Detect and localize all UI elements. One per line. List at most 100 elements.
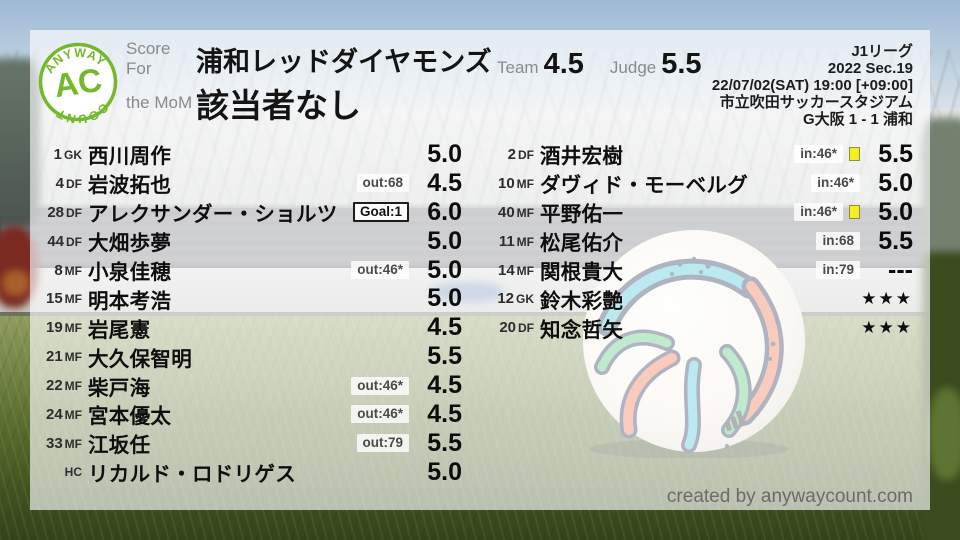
kickoff-datetime: 22/07/02(SAT) 19:00 [+09:00] (711, 77, 913, 94)
player-position: MF (64, 350, 82, 365)
player-row: 24 MF 宮本優太 out:46* 4.5 (30, 400, 462, 429)
player-row: 1 GK 西川周作 5.0 (30, 140, 462, 169)
player-number: 20 (499, 319, 516, 337)
player-name: 宮本優太 (88, 405, 172, 429)
goal-badge: Goal:1 (352, 202, 409, 223)
header-averages: Team 4.5 Judge 5.5 (497, 48, 702, 81)
player-name: 関根貴大 (540, 261, 624, 285)
rating-value: 5.0 (427, 255, 462, 284)
player-position: DF (66, 176, 82, 191)
rating-value: 4.5 (427, 168, 462, 197)
league-name: J1リーグ (851, 43, 913, 60)
player-position: MF (64, 436, 82, 451)
venue-name: 市立吹田サッカースタジアム (719, 94, 913, 111)
rating-value: 5.5 (878, 226, 913, 255)
player-row: 12 GK 鈴木彩艶 ★★★ (488, 284, 913, 313)
player-row: 44 DF 大畑歩夢 5.0 (30, 227, 462, 256)
rating-value: 5.0 (427, 284, 462, 313)
player-name: 鈴木彩艶 (540, 289, 624, 313)
white-overlay-panel (30, 30, 930, 510)
coach-row: HC リカルド・ロドリゲス 5.0 (30, 458, 462, 487)
judge-average-label: Judge (609, 58, 657, 77)
player-row: 4 DF 岩波拓也 out:68 4.5 (30, 169, 462, 198)
sub-badge: out:46* (351, 261, 409, 279)
player-number: 12 (497, 290, 514, 308)
player-row: 14 MF 関根貴大 in:79 --- (488, 256, 913, 285)
credit-text: created by anywaycount.com (666, 486, 913, 507)
player-number: 22 (45, 377, 63, 395)
rating-value: 4.5 (427, 399, 462, 428)
player-position: MF (516, 263, 534, 278)
player-row: 28 DF アレクサンダー・ショルツ Goal:1 6.0 (30, 198, 462, 227)
player-row: 33 MF 江坂任 out:79 5.5 (30, 429, 462, 458)
sub-badge: out:68 (356, 174, 409, 193)
player-number: 44 (47, 232, 64, 250)
season-section: 2022 Sec.19 (827, 60, 913, 77)
rating-value: ★★★ (861, 317, 913, 337)
rating-value: 5.0 (878, 197, 913, 226)
player-position: MF (516, 205, 534, 220)
sub-badge: in:46* (794, 203, 843, 222)
player-number: 28 (47, 203, 64, 221)
player-number: 2 (507, 145, 516, 163)
sub-badge: out:46* (351, 376, 409, 395)
rating-value: --- (888, 255, 913, 284)
player-number: 24 (45, 405, 63, 423)
players-column-right: 2 DF 酒井宏樹 in:46* 5.5 10 MF ダヴィド・モーベルグ in:4… (488, 140, 913, 342)
rating-value: 6.0 (427, 197, 462, 226)
player-position: DF (66, 234, 82, 249)
player-name: 平野佑一 (540, 203, 624, 227)
player-position: MF (64, 321, 82, 336)
player-row: 19 MF 岩尾憲 4.5 (30, 313, 462, 342)
player-name: 松尾佑介 (540, 232, 624, 256)
rating-value: 5.0 (878, 168, 913, 197)
anywaycount-logo: ANYWAY COUNT AC (38, 41, 118, 123)
match-meta: J1リーグ 2022 Sec.19 22/07/02(SAT) 19:00 [+… (712, 43, 913, 128)
sub-badge: in:79 (816, 261, 860, 279)
rating-value: 4.5 (427, 313, 462, 342)
player-row: 21 MF 大久保智明 5.5 (30, 342, 462, 371)
player-row: 10 MF ダヴィド・モーベルグ in:46* 5.0 (488, 169, 913, 198)
rating-value: 5.0 (427, 457, 462, 486)
team-average-value: 4.5 (543, 48, 584, 80)
rating-value: ★★★ (861, 288, 913, 308)
player-name: 西川周作 (88, 145, 172, 169)
player-name: 岩波拓也 (88, 174, 172, 198)
player-number: 11 (498, 232, 515, 250)
player-position: GK (516, 292, 534, 307)
player-number: 4 (55, 174, 64, 192)
player-position: DF (66, 205, 82, 220)
sub-badge: in:46* (794, 145, 843, 164)
player-position: MF (64, 379, 82, 394)
yellow-card-icon (849, 205, 860, 220)
mom-value: 該当者なし (196, 87, 361, 124)
rating-value: 5.5 (427, 342, 462, 371)
player-name: 明本考浩 (88, 289, 172, 313)
rating-value: 5.5 (878, 139, 913, 168)
player-position: MF (516, 234, 534, 249)
player-number: 40 (497, 203, 515, 221)
background-right-light-patch (928, 388, 960, 480)
player-row: 2 DF 酒井宏樹 in:46* 5.5 (488, 140, 913, 169)
player-row: 40 MF 平野佑一 in:46* 5.0 (488, 198, 913, 227)
player-number: 21 (45, 348, 63, 366)
player-row: 22 MF 柴戸海 out:46* 4.5 (30, 371, 462, 400)
player-row: 8 MF 小泉佳穂 out:46* 5.0 (30, 256, 462, 285)
player-name: 小泉佳穂 (88, 261, 172, 285)
sub-badge: out:79 (356, 434, 409, 453)
player-name: ダヴィド・モーベルグ (540, 174, 748, 198)
player-number: 10 (497, 174, 515, 192)
player-name: 柴戸海 (88, 376, 151, 400)
match-result: G大阪 1 - 1 浦和 (802, 111, 913, 128)
rating-value: 4.5 (427, 371, 462, 400)
player-row: 15 MF 明本考浩 5.0 (30, 284, 462, 313)
logo-monogram: AC (52, 61, 104, 104)
yellow-card-icon (849, 147, 860, 162)
player-row: 11 MF 松尾佑介 in:68 5.5 (488, 227, 913, 256)
rating-value: 5.0 (427, 139, 462, 168)
player-name: リカルド・ロドリゲス (88, 463, 296, 487)
mom-label: the MoM (126, 93, 193, 112)
player-name: 岩尾憲 (88, 318, 151, 342)
player-name: アレクサンダー・ショルツ (88, 203, 338, 227)
